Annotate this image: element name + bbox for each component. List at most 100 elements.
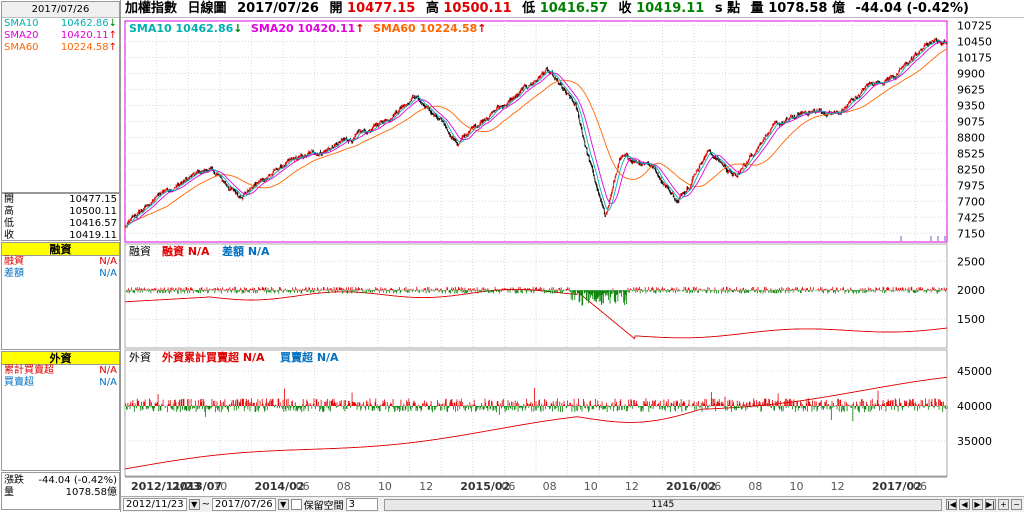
y-tick-label: 40000 xyxy=(957,400,992,413)
margin-row-0: 融資 N/A xyxy=(2,256,119,268)
scroll-first-icon[interactable]: |◀ xyxy=(946,499,957,510)
y-tick-label: 1500 xyxy=(957,313,985,326)
vol-value: 1078.58 億 xyxy=(768,1,845,16)
range-from-input[interactable]: 2012/11/23 xyxy=(123,498,187,511)
x-tick-label: 12 xyxy=(625,480,639,493)
legend-sma-1: SMA20 10420.11↑ xyxy=(251,22,365,35)
ma-row-sma60-value: 10224.58↑ xyxy=(60,42,117,53)
stock-chart[interactable]: 7150 7425 7700 7975 8250 8525 8800 9075 9350 9625… xyxy=(121,18,1024,496)
margin-row-1-value: N/A xyxy=(99,268,117,279)
zoom-in-icon[interactable]: + xyxy=(998,499,1009,510)
x-tick-label: 2017/02 xyxy=(872,480,922,493)
keep-input[interactable]: 3 xyxy=(345,498,378,511)
legend-sma-2: SMA60 10224.58↑ xyxy=(373,22,487,35)
margin-row-1-label: 差額 xyxy=(4,268,24,279)
x-tick-label: 08 xyxy=(748,480,762,493)
volume-row: 量 1078.58億 xyxy=(2,487,119,499)
keep-checkbox[interactable] xyxy=(290,499,302,510)
x-tick-label: 2013/07 xyxy=(172,480,222,493)
scroll-value: 1145 xyxy=(651,499,675,510)
x-tick-label: 06 xyxy=(913,480,927,493)
y-tick-label: 9625 xyxy=(957,83,985,96)
ma-row-sma60-label: SMA60 xyxy=(4,42,39,53)
ohlc-row-0: 開 10477.15 xyxy=(2,194,119,206)
y-tick-label: 45000 xyxy=(957,365,992,378)
x-tick-label: 12 xyxy=(831,480,845,493)
ohlc-row-3: 收 10419.11 xyxy=(2,230,119,242)
ohlc-row-2-label: 低 xyxy=(4,218,14,229)
x-tick-label: 06 xyxy=(707,480,721,493)
x-tick-label: 2015/02 xyxy=(460,480,510,493)
y-tick-label: 7425 xyxy=(957,211,985,224)
foreign-title: 外資 xyxy=(2,352,119,365)
y-tick-label: 2000 xyxy=(957,284,985,297)
x-tick-label: 08 xyxy=(543,480,557,493)
x-tick-label: 08 xyxy=(337,480,351,493)
y-tick-label: 2500 xyxy=(957,255,985,268)
zoom-out-icon[interactable]: − xyxy=(1011,499,1022,510)
scroll-prev-icon[interactable]: ◀ xyxy=(959,499,970,510)
range-tilde: ~ xyxy=(201,499,211,510)
x-tick-label: 10 xyxy=(584,480,598,493)
low-label: 低 xyxy=(522,1,536,16)
ma-list: SMA10 10462.86↓ SMA20 10420.11↑ SMA60 10224.5… xyxy=(2,18,119,54)
y-tick-label: 7700 xyxy=(957,195,985,208)
margin-panel[interactable]: 1500 2000 2500 融資 融資 N/A 差額 N/A xyxy=(124,243,985,349)
ohlc-row-3-label: 收 xyxy=(4,230,14,241)
ohlc-box: 開 10477.15 高 10500.11 低 10416.57 收 10419.11 xyxy=(1,193,120,241)
volume-label: 量 xyxy=(4,487,14,498)
close-label: 收 xyxy=(618,1,632,16)
high-value: 10500.11 xyxy=(443,1,512,16)
legend-foreign-2: 買賣超 N/A xyxy=(280,350,339,364)
open-value: 10477.15 xyxy=(347,1,416,16)
foreign-row-0-label: 累計買賣超 xyxy=(4,365,54,376)
ma-row-sma20: SMA20 10420.11↑ xyxy=(2,30,119,42)
arrow-down-icon: ↓ xyxy=(108,18,117,29)
x-tick-label: 10 xyxy=(213,480,227,493)
to-dropdown-icon[interactable]: ▼ xyxy=(277,499,289,510)
y-tick-label: 35000 xyxy=(957,435,992,448)
x-tick-label: 2012/11/23 xyxy=(131,480,200,493)
ma-row-sma10-value: 10462.86↓ xyxy=(60,18,117,29)
ohlc-row-0-value: 10477.15 xyxy=(69,194,117,205)
vol-label: 量 xyxy=(750,1,764,16)
foreign-list: 累計買賣超 N/A 買賣超 N/A xyxy=(2,365,119,389)
ohlc-row-2: 低 10416.57 xyxy=(2,218,119,230)
quote-header: 加權指數 日線圖 2017/07/26 開 10477.15 高 10500.1… xyxy=(121,0,1024,18)
legend-foreign-0: 外資 xyxy=(129,351,151,364)
foreign-panel[interactable]: 35000 40000 45000 外資 外資累計買賣超 N/A 買賣超 N/A xyxy=(124,349,992,477)
y-tick-label: 9350 xyxy=(957,99,985,112)
ohlc-row-1-value: 10500.11 xyxy=(69,206,117,217)
range-to-input[interactable]: 2017/07/26 xyxy=(212,498,276,511)
change-box: 漲跌 -44.04 (-0.42%) 量 1078.58億 xyxy=(1,472,120,510)
foreign-row-1-value: N/A xyxy=(99,377,117,388)
foreign-cumulative-line xyxy=(124,376,948,470)
y-tick-label: 7150 xyxy=(957,227,985,240)
foreign-row-0: 累計買賣超 N/A xyxy=(2,365,119,377)
margin-row-1: 差額 N/A xyxy=(2,268,119,280)
info-panel: 2017/07/26 SMA10 10462.86↓ SMA20 10420.11↑ S… xyxy=(0,0,121,512)
legend-margin-1: 融資 N/A xyxy=(162,244,210,258)
ohlc-row-2-value: 10416.57 xyxy=(69,218,117,229)
sma10-line xyxy=(125,40,947,228)
x-tick-label: 12 xyxy=(419,480,433,493)
scroll-next-icon[interactable]: ▶ xyxy=(972,499,983,510)
ohlc-list: 開 10477.15 高 10500.11 低 10416.57 收 10419.11 xyxy=(2,194,119,242)
margin-title: 融資 xyxy=(2,243,119,256)
legend-margin-2: 差額 N/A xyxy=(222,244,270,258)
from-dropdown-icon[interactable]: ▼ xyxy=(188,499,200,510)
time-scrollbar[interactable]: 1145 xyxy=(383,498,942,511)
arrow-up-icon: ↑ xyxy=(108,30,117,41)
price-panel[interactable]: 7150 7425 7700 7975 8250 8525 8800 9075 9350 9625… xyxy=(124,19,992,243)
keep-label: 保留空間 xyxy=(303,501,344,512)
y-tick-label: 8250 xyxy=(957,163,985,176)
foreign-row-1: 買賣超 N/A xyxy=(2,377,119,389)
legend-margin-0: 融資 xyxy=(129,245,151,258)
y-tick-label: 9900 xyxy=(957,67,985,80)
chart-period[interactable]: 日線圖 xyxy=(187,1,227,16)
x-tick-label: 06 xyxy=(501,480,515,493)
scroll-last-icon[interactable]: ▶| xyxy=(985,499,996,510)
unit-label: s 點 xyxy=(714,1,741,16)
change-row: 漲跌 -44.04 (-0.42%) xyxy=(2,475,119,487)
